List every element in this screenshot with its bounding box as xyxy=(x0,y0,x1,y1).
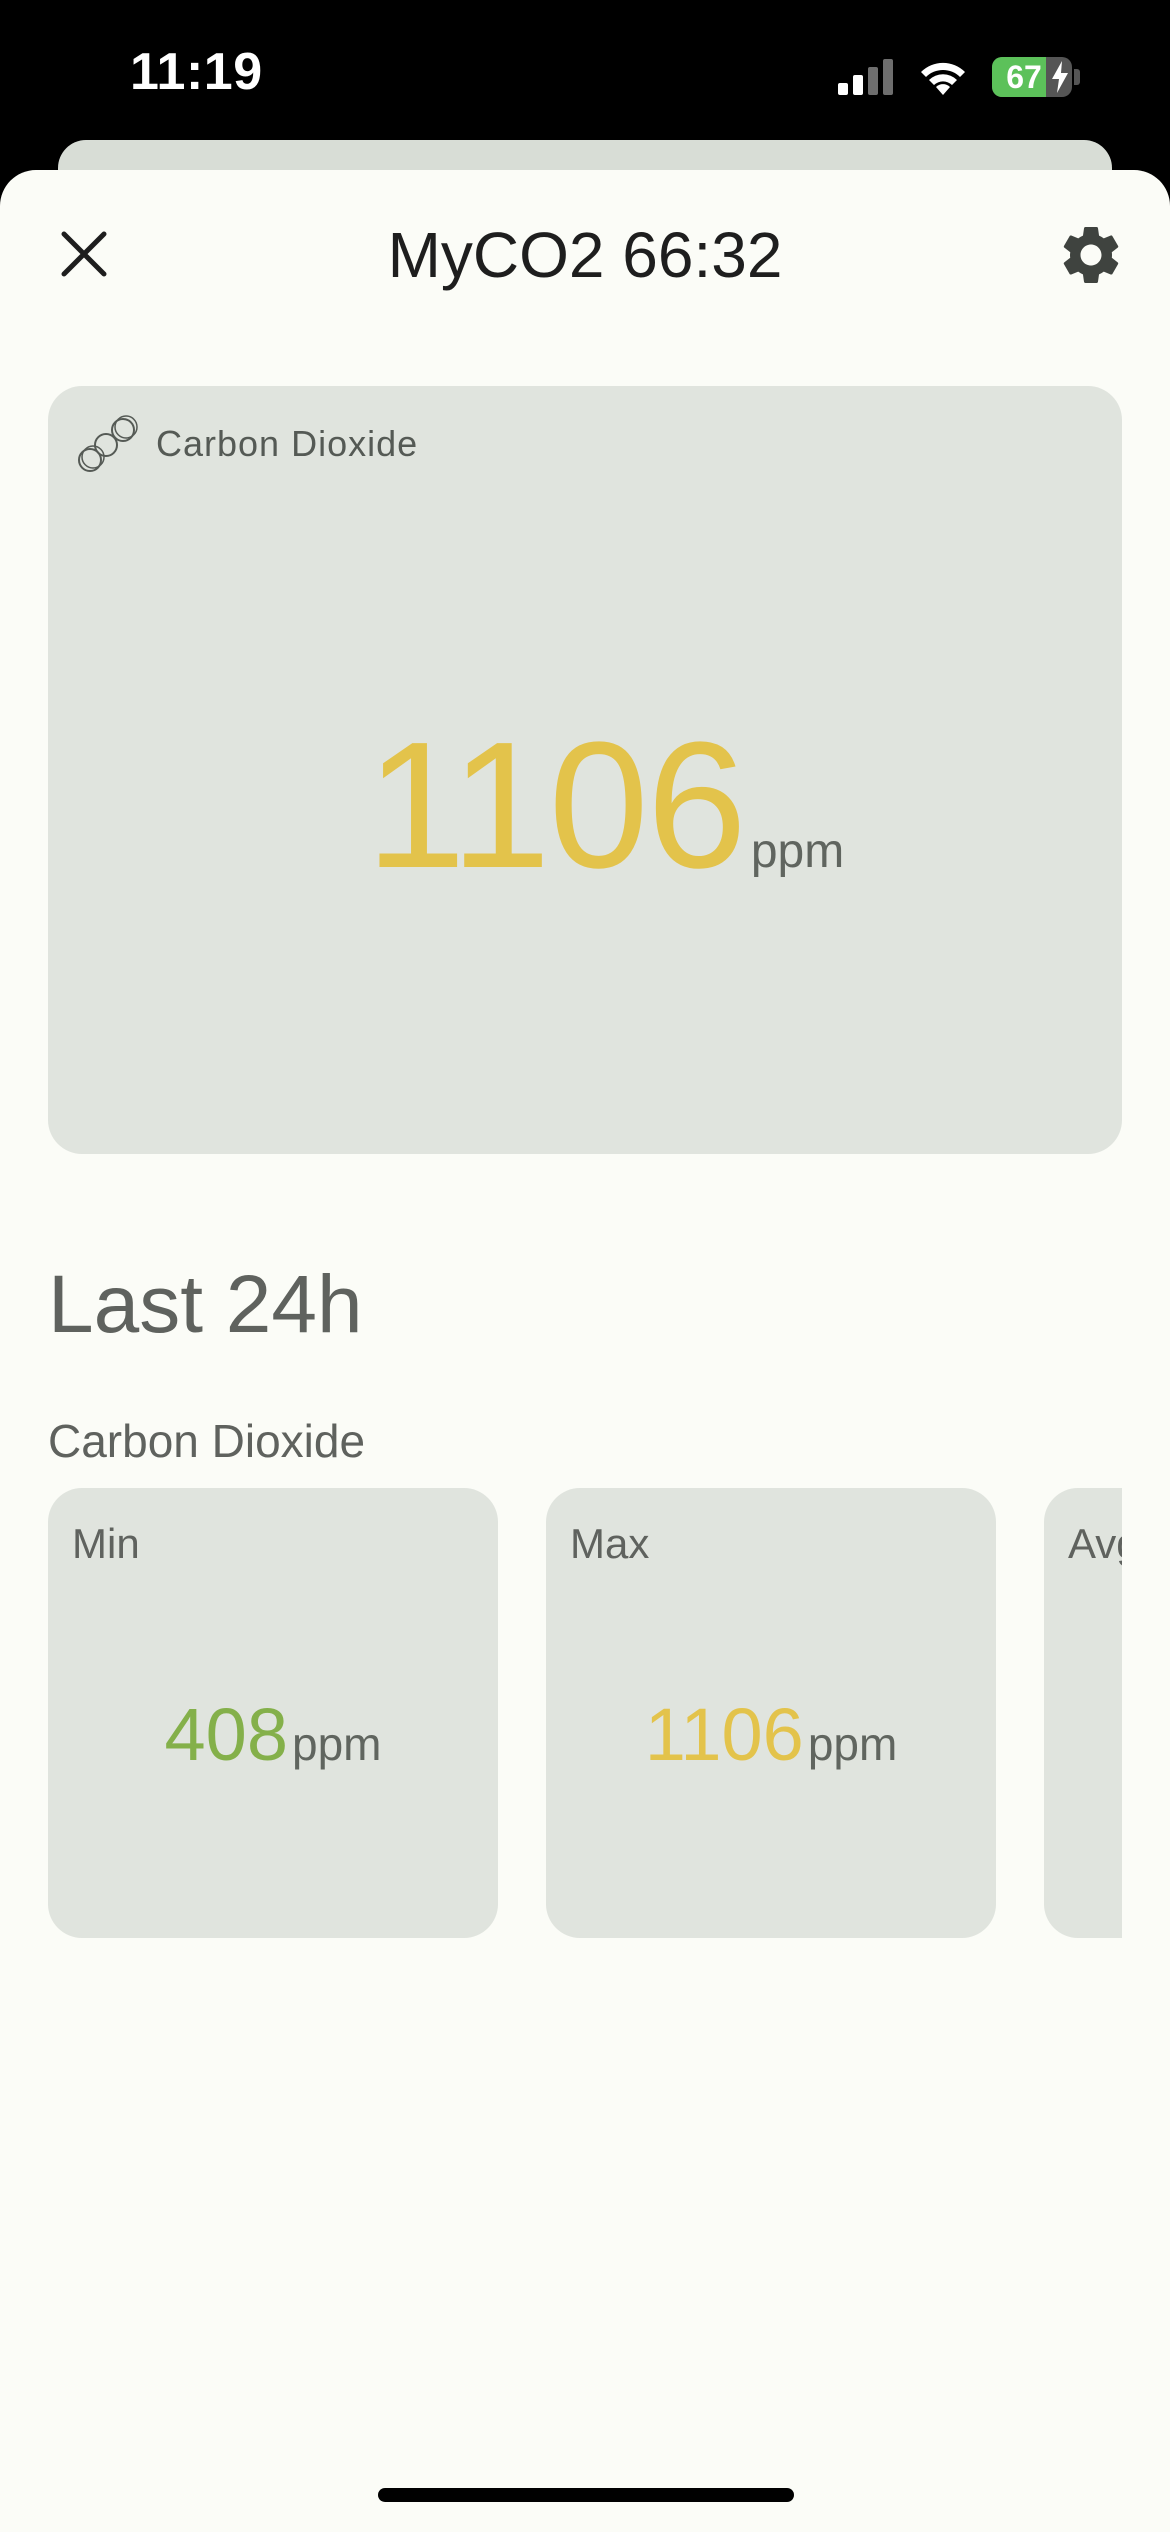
close-icon xyxy=(61,231,107,277)
stat-reading: 1106 ppm xyxy=(546,1698,996,1772)
molecule-icon xyxy=(78,415,138,472)
stat-label: Max xyxy=(570,1520,650,1567)
status-time: 11:19 xyxy=(130,43,263,101)
stats-carousel[interactable]: Min 408 ppm Max 1106 ppm Avg xyxy=(48,1488,1122,1938)
status-icons: 67 xyxy=(838,52,1080,102)
stat-unit: ppm xyxy=(807,1718,898,1770)
section-subtitle: Carbon Dioxide xyxy=(48,1415,366,1467)
co2-value: 1106 xyxy=(365,705,747,906)
stat-label: Min xyxy=(72,1520,140,1567)
battery-body: 67 xyxy=(992,57,1072,97)
wifi-icon xyxy=(921,62,965,95)
stat-value: 1106 xyxy=(644,1693,804,1776)
gear-icon xyxy=(1063,226,1119,283)
stat-label: Avg xyxy=(1068,1520,1122,1567)
card-label: Carbon Dioxide xyxy=(156,423,419,464)
co2-unit: ppm xyxy=(750,825,845,878)
battery-icon: 67 xyxy=(992,57,1080,97)
section-title: Last 24h xyxy=(48,1259,363,1350)
stat-card-avg[interactable]: Avg xyxy=(1044,1488,1122,1938)
co2-reading-card[interactable]: Carbon Dioxide 1106 ppm xyxy=(48,386,1122,1154)
settings-button[interactable] xyxy=(1056,220,1126,290)
battery-fill xyxy=(992,57,1046,97)
battery-level: 67 xyxy=(1006,58,1042,95)
card-header: Carbon Dioxide xyxy=(76,412,418,476)
stat-reading: 408 ppm xyxy=(48,1698,498,1772)
close-button[interactable] xyxy=(52,222,116,286)
charging-bolt-icon xyxy=(1052,61,1068,93)
stat-card-min[interactable]: Min 408 ppm xyxy=(48,1488,498,1938)
stat-value: 408 xyxy=(164,1693,288,1776)
page-title: MyCO2 66:32 xyxy=(387,219,783,291)
co2-reading: 1106 ppm xyxy=(48,716,1122,896)
battery-tip xyxy=(1074,69,1080,85)
stat-card-max[interactable]: Max 1106 ppm xyxy=(546,1488,996,1938)
signal-icon xyxy=(838,59,893,95)
stat-unit: ppm xyxy=(291,1718,382,1770)
home-indicator[interactable] xyxy=(378,2488,794,2502)
